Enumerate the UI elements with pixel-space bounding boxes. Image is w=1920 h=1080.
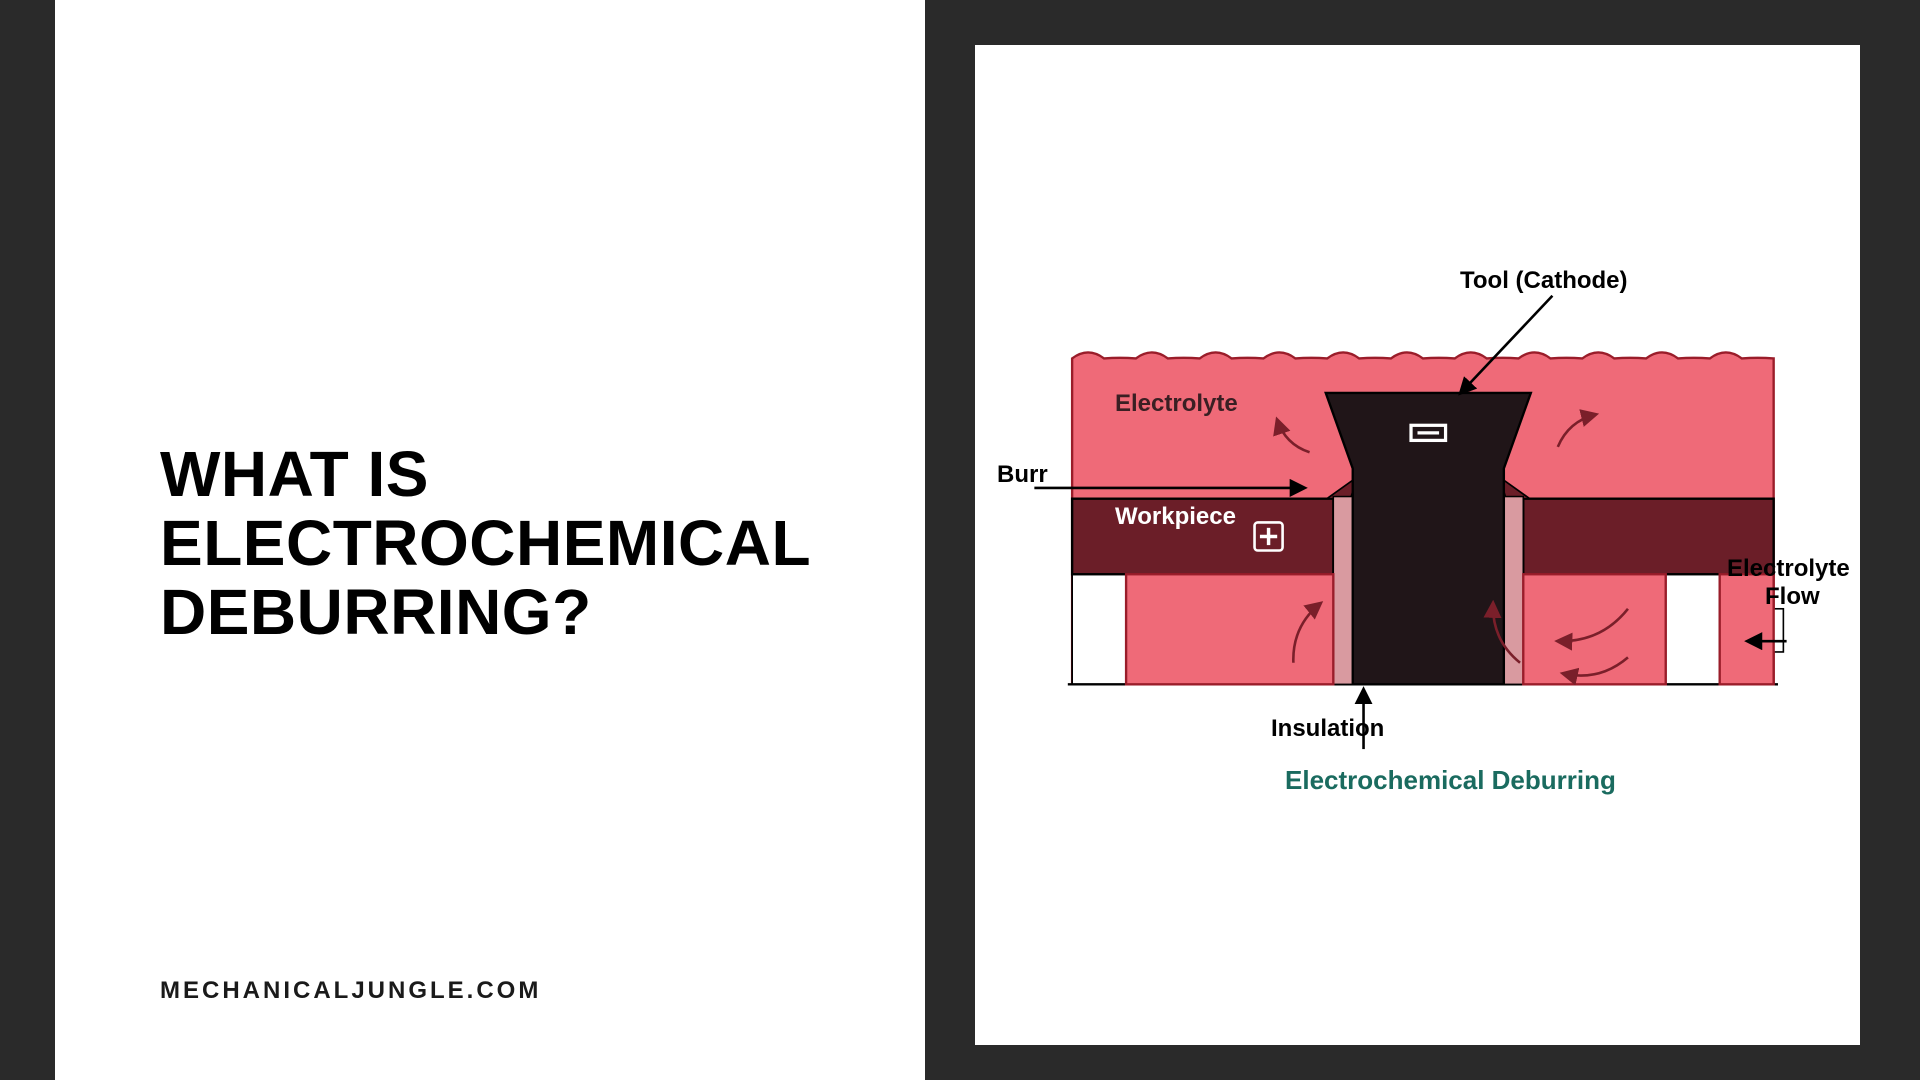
left-panel: WHAT IS ELECTROCHEMICAL DEBURRING? MECHA…	[55, 0, 925, 1080]
label-burr: Burr	[997, 461, 1048, 489]
label-electrolyte-flow-1: Electrolyte	[1727, 555, 1850, 583]
label-tool-cathode: Tool (Cathode)	[1460, 267, 1628, 295]
site-credit: MECHANICALJUNGLE.COM	[160, 977, 541, 1005]
right-outer: Tool (Cathode) Electrolyte Burr Workpiec…	[925, 0, 1920, 1080]
label-insulation: Insulation	[1271, 715, 1384, 743]
label-electrolyte: Electrolyte	[1115, 390, 1238, 418]
electrochemical-deburring-diagram: Tool (Cathode) Electrolyte Burr Workpiec…	[975, 285, 1860, 845]
label-electrolyte-flow-2: Flow	[1765, 583, 1820, 611]
page-title: WHAT IS ELECTROCHEMICAL DEBURRING?	[160, 440, 865, 647]
diagram-card: Tool (Cathode) Electrolyte Burr Workpiec…	[975, 45, 1860, 1045]
label-workpiece: Workpiece	[1115, 503, 1236, 531]
diagram-caption: Electrochemical Deburring	[1285, 765, 1616, 796]
